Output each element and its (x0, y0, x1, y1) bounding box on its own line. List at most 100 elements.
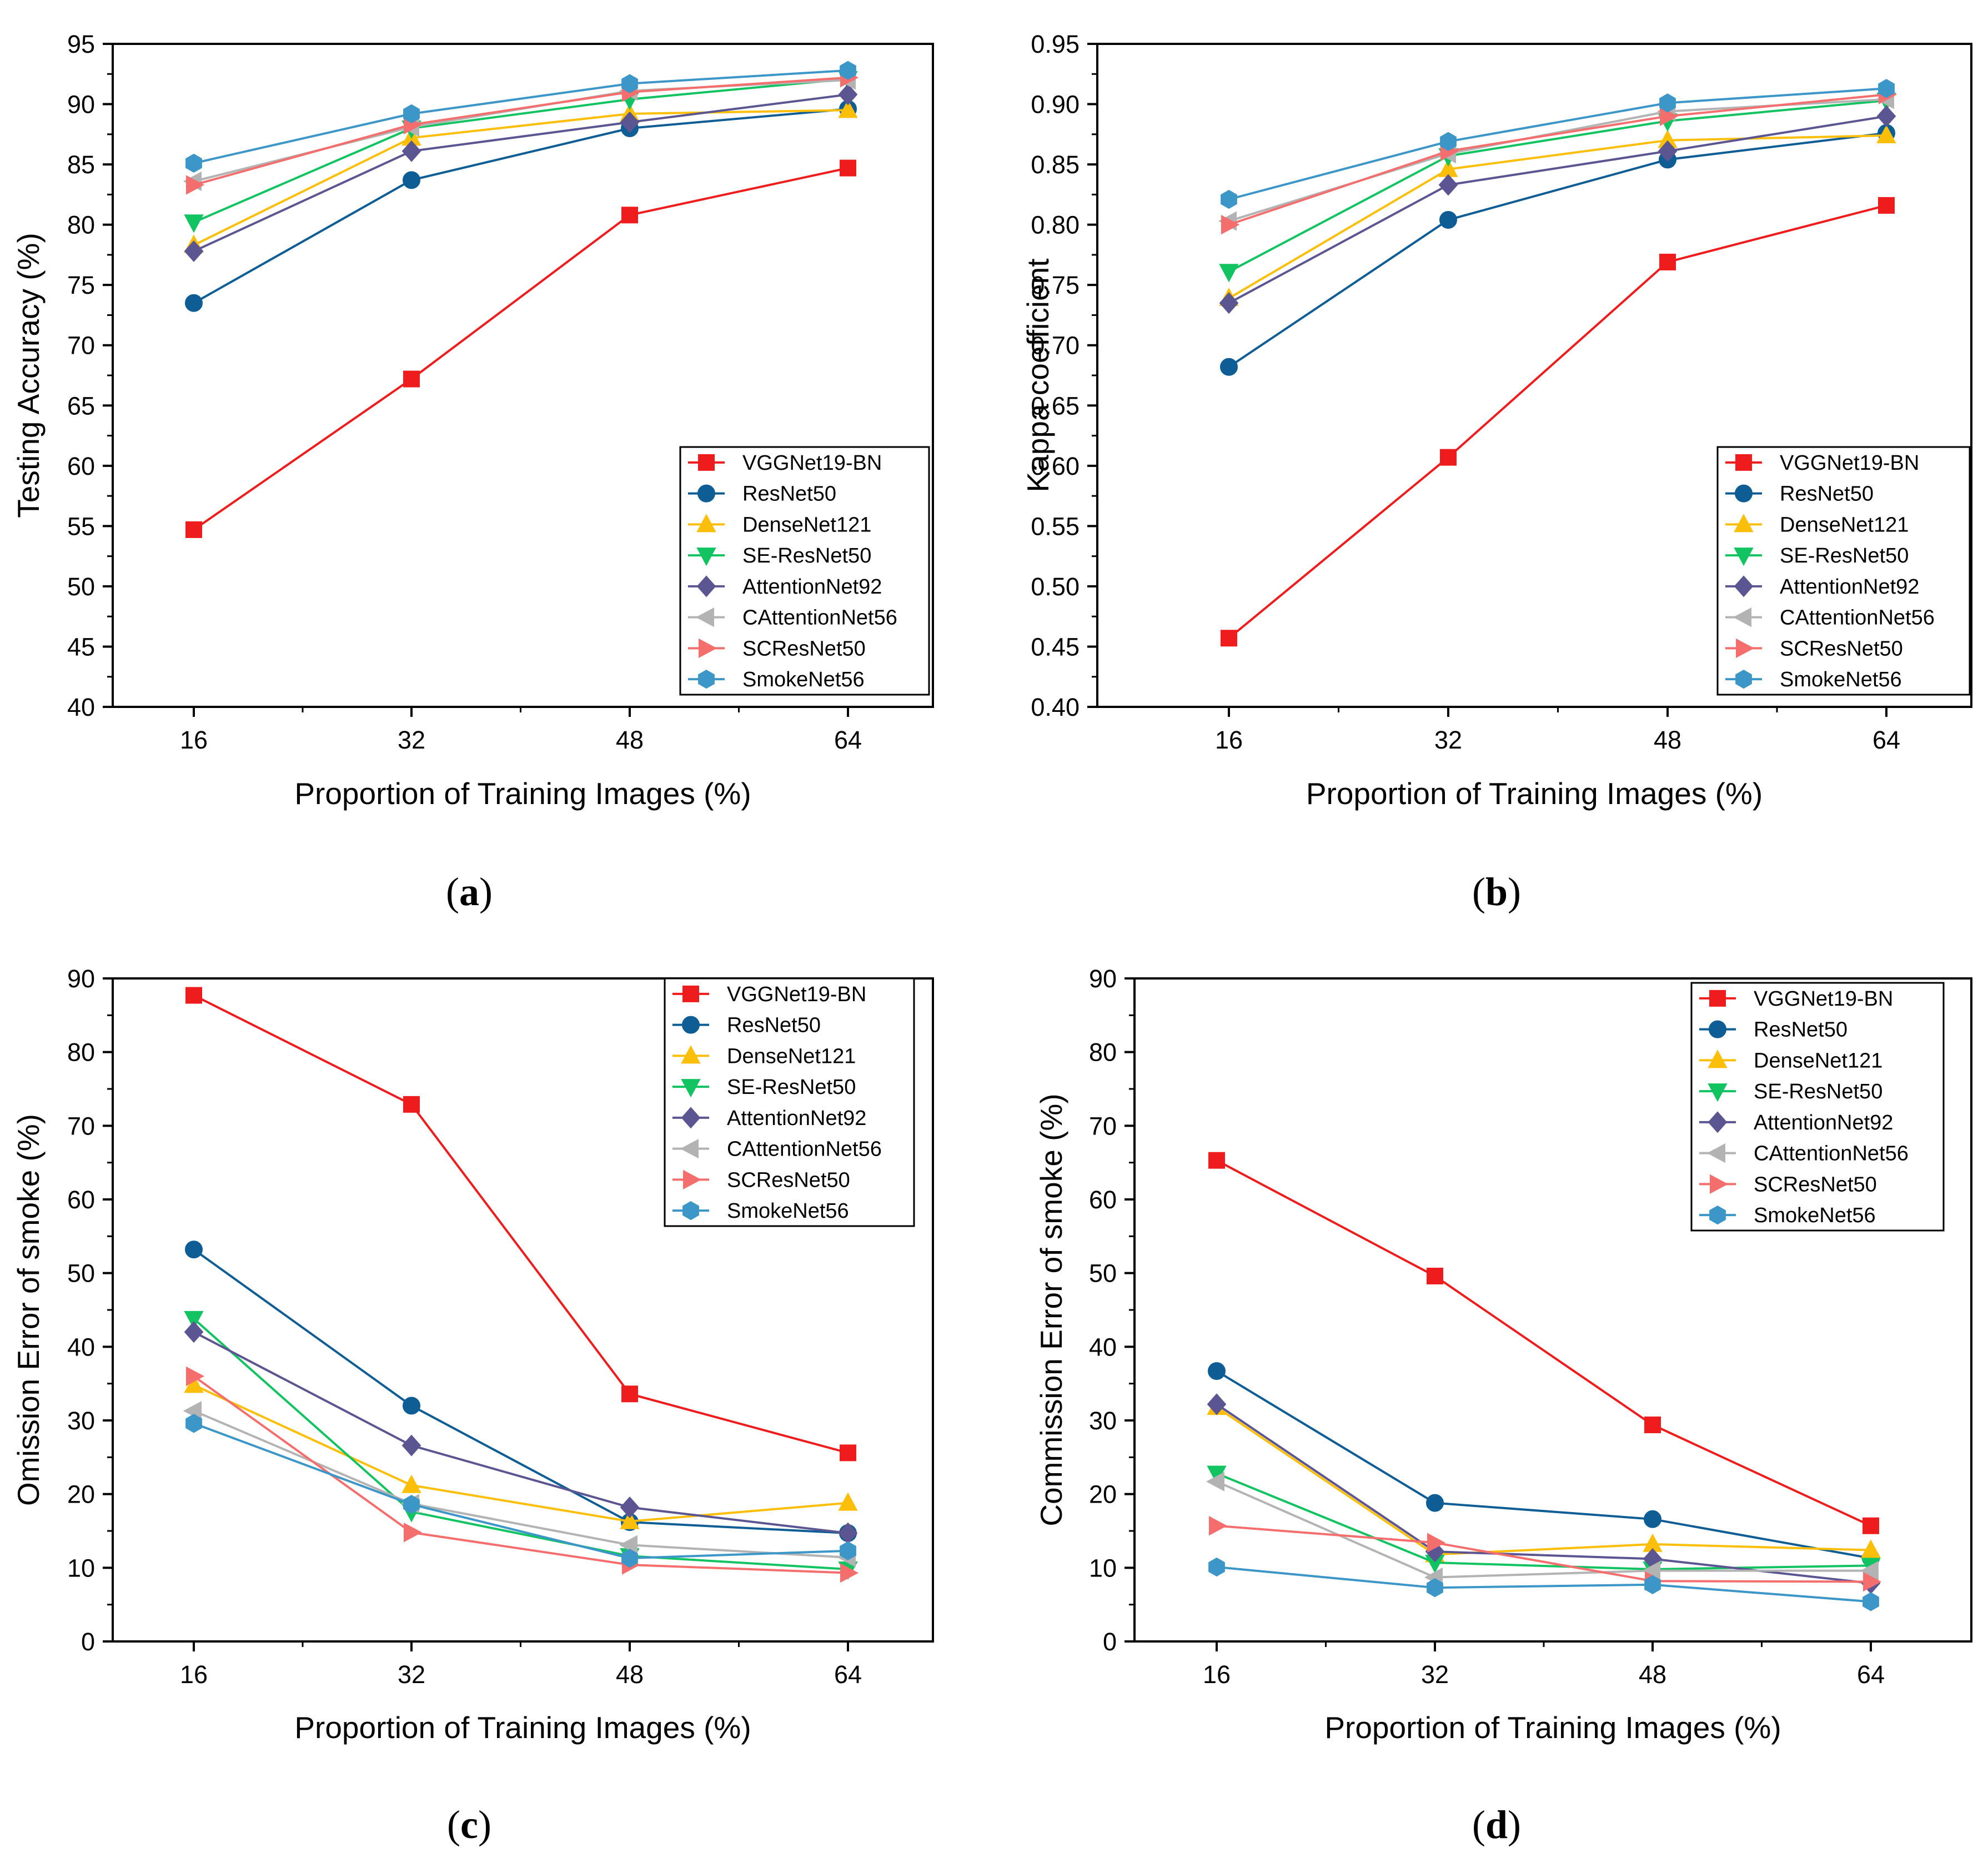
data-point (840, 1444, 856, 1462)
legend-item: CAttentionNet56 (1725, 606, 1935, 630)
data-point (184, 240, 204, 262)
legend-marker (1710, 1174, 1729, 1194)
data-point (184, 214, 204, 233)
series-se-resnet50 (184, 1310, 858, 1580)
chart-panel-d: 0 10 20 30 40 50 60 70 80 90 16 32 48 64 Proportion of… (1034, 965, 1972, 1847)
data-point (185, 987, 202, 1004)
legend-label: CAttentionNet56 (742, 606, 897, 630)
x-tick-label: 32 (398, 726, 425, 754)
legend-label: DenseNet121 (1780, 513, 1909, 536)
legend-marker (1708, 1111, 1728, 1133)
legend-marker (1735, 454, 1752, 471)
data-point (1221, 630, 1237, 647)
legend-item: DenseNet121 (1725, 513, 1909, 536)
data-point (1644, 1416, 1661, 1433)
data-point (1863, 1592, 1879, 1611)
legend-marker (699, 638, 717, 659)
legend-marker (1708, 1083, 1728, 1102)
legend-item: VGGNet19-BN (1725, 451, 1919, 475)
legend-item: ResNet50 (1725, 483, 1874, 506)
x-axis-label: Proportion of Training Images (%) (1324, 1710, 1781, 1745)
legend-marker (1709, 1020, 1726, 1038)
y-axis-label: Commission Error of smoke (%) (1034, 1093, 1068, 1526)
legend-label: SCResNet50 (1780, 637, 1903, 660)
legend-marker (1734, 575, 1754, 597)
y-tick-label: 0.80 (1031, 211, 1080, 239)
legend-item: SE-ResNet50 (672, 1076, 856, 1099)
legend-marker (682, 1016, 700, 1034)
legend-label: SE-ResNet50 (727, 1076, 856, 1099)
y-tick-label: 40 (1089, 1333, 1117, 1361)
series-attentionnet92 (1207, 1393, 1881, 1594)
panel-label: (b) (1472, 870, 1521, 914)
data-point (404, 1522, 423, 1543)
legend-marker (696, 514, 716, 533)
panel-label: (d) (1472, 1802, 1521, 1847)
legend-marker (697, 484, 715, 503)
legend-label: SCResNet50 (1754, 1173, 1877, 1196)
y-tick-label: 0.60 (1031, 452, 1080, 480)
legend-item: CAttentionNet56 (688, 606, 897, 630)
legend-marker (698, 454, 715, 471)
x-axis-label: Proportion of Training Images (%) (294, 776, 751, 811)
series-line (193, 76, 849, 186)
legend-label: VGGNet19-BN (742, 451, 882, 475)
data-point (1659, 253, 1676, 270)
legend-item: SmokeNet56 (688, 668, 865, 691)
data-point (840, 1563, 859, 1583)
series-line (1228, 204, 1887, 639)
series-line (1216, 1370, 1871, 1560)
data-point (401, 1434, 421, 1457)
legend-marker (1709, 990, 1726, 1007)
y-tick-label: 60 (1089, 1186, 1117, 1214)
chart-panel-a: 40 45 50 55 60 65 70 75 80 85 90 95 16 32 48 64 Proporti… (11, 30, 934, 914)
x-tick-label: 32 (1434, 726, 1462, 754)
legend-label: DenseNet121 (1754, 1049, 1882, 1072)
data-point (1658, 140, 1678, 162)
legend-item: SE-ResNet50 (688, 544, 871, 568)
x-axis-label: Proportion of Training Images (%) (1306, 776, 1763, 811)
series-densenet121 (184, 1374, 858, 1529)
legend-label: VGGNet19-BN (1754, 987, 1893, 1011)
y-tick-label: 0.90 (1031, 91, 1080, 119)
legend-marker (680, 1138, 699, 1159)
series-resnet50 (1208, 1362, 1880, 1568)
data-point (1860, 1560, 1879, 1581)
legend-item: SCResNet50 (1699, 1173, 1877, 1196)
series-line (1228, 134, 1887, 299)
legend-marker (696, 548, 716, 566)
data-point (1878, 79, 1895, 98)
series-vggnet19-bn (185, 987, 856, 1462)
data-point (1427, 1578, 1443, 1598)
legend-item: DenseNet121 (688, 513, 871, 536)
series-line (193, 109, 849, 247)
legend-marker (682, 985, 699, 1002)
series-line (1228, 115, 1887, 304)
series-densenet121 (1219, 124, 1896, 307)
legend-label: DenseNet121 (727, 1045, 856, 1068)
y-tick-label: 80 (1089, 1038, 1117, 1067)
y-tick-label: 40 (67, 693, 95, 721)
legend-item: SE-ResNet50 (1699, 1080, 1882, 1103)
data-point (1863, 1517, 1879, 1534)
series-smokenet56 (185, 1414, 856, 1568)
legend-item: DenseNet121 (672, 1045, 856, 1068)
data-point (1863, 1571, 1882, 1592)
y-tick-label: 65 (67, 391, 95, 420)
legend-marker (698, 669, 715, 689)
series-smokenet56 (1208, 1557, 1879, 1611)
series-cattentionnet56 (183, 70, 856, 192)
series-line (1228, 132, 1887, 368)
legend-item: AttentionNet92 (1725, 575, 1919, 599)
series-line (1216, 1566, 1871, 1603)
x-tick-label: 32 (398, 1660, 425, 1689)
legend-marker (1706, 1143, 1725, 1163)
x-tick-label: 64 (1857, 1660, 1885, 1689)
data-point (1644, 1575, 1661, 1594)
data-point (1427, 1267, 1443, 1284)
y-tick-label: 0.85 (1031, 150, 1080, 179)
data-point (401, 140, 421, 162)
data-point (1439, 210, 1457, 229)
data-point (838, 1492, 858, 1511)
legend-label: SmokeNet56 (1754, 1204, 1876, 1227)
